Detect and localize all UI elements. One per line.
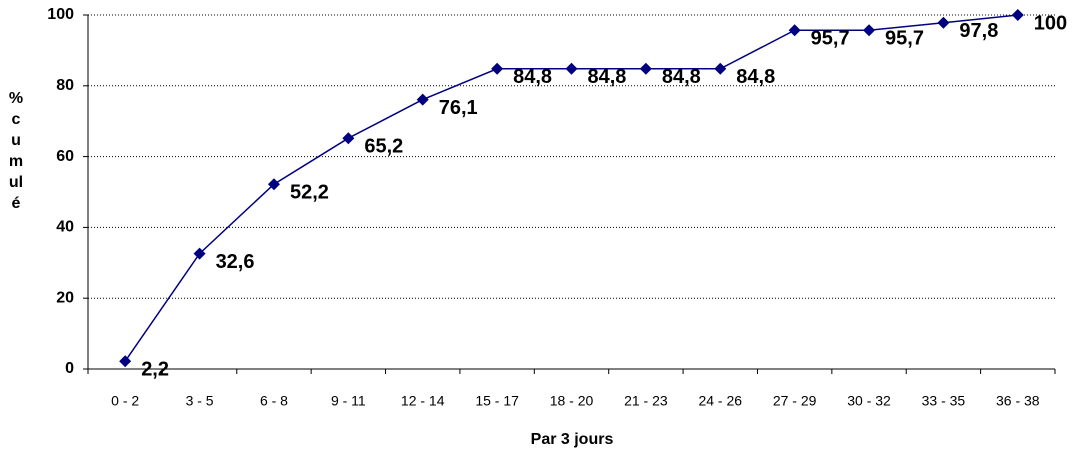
marker (416, 93, 429, 106)
value-label: 52,2 (290, 181, 329, 203)
x-tick-label: 36 - 38 (996, 393, 1040, 409)
x-tick-label: 21 - 23 (624, 393, 668, 409)
x-tick-label: 27 - 29 (773, 393, 817, 409)
value-label: 95,7 (885, 28, 924, 50)
value-label: 2,2 (141, 358, 169, 380)
x-tick-label: 6 - 8 (260, 393, 288, 409)
y-tick-label: 0 (65, 360, 74, 377)
value-label: 97,8 (959, 20, 998, 42)
x-tick-label: 9 - 11 (331, 393, 366, 409)
value-label: 84,8 (588, 66, 627, 88)
y-tick-label: 100 (47, 6, 74, 23)
x-tick-label: 24 - 26 (698, 393, 742, 409)
marker (491, 62, 504, 75)
value-label: 84,8 (662, 66, 701, 88)
x-tick-label: 3 - 5 (186, 393, 214, 409)
x-axis-label: Par 3 jours (531, 431, 614, 448)
value-label: 100 (1034, 12, 1067, 34)
y-tick-label: 60 (56, 148, 74, 165)
value-label: 65,2 (364, 135, 403, 157)
value-label: 95,7 (811, 28, 850, 50)
marker (714, 62, 727, 75)
marker (1011, 9, 1024, 21)
y-axis-label: % cumulé (8, 90, 24, 212)
marker (937, 16, 950, 29)
marker (639, 62, 652, 75)
y-tick-label: 20 (56, 289, 74, 306)
marker (342, 132, 355, 145)
marker (119, 355, 132, 368)
value-label: 84,8 (736, 66, 775, 88)
x-tick-label: 12 - 14 (401, 393, 445, 409)
marker (863, 24, 876, 37)
value-label: 76,1 (439, 97, 478, 119)
x-tick-label: 33 - 35 (922, 393, 966, 409)
x-tick-label: 30 - 32 (847, 393, 891, 409)
marker (788, 24, 801, 37)
y-tick-label: 40 (56, 219, 74, 236)
x-tick-label: 15 - 17 (475, 393, 519, 409)
x-tick-label: 0 - 2 (111, 393, 139, 409)
y-tick-label: 80 (56, 77, 74, 94)
marker (193, 247, 206, 260)
marker (267, 178, 280, 191)
value-label: 84,8 (513, 66, 552, 88)
marker (565, 62, 578, 75)
value-label: 32,6 (216, 251, 255, 273)
x-tick-label: 18 - 20 (550, 393, 594, 409)
